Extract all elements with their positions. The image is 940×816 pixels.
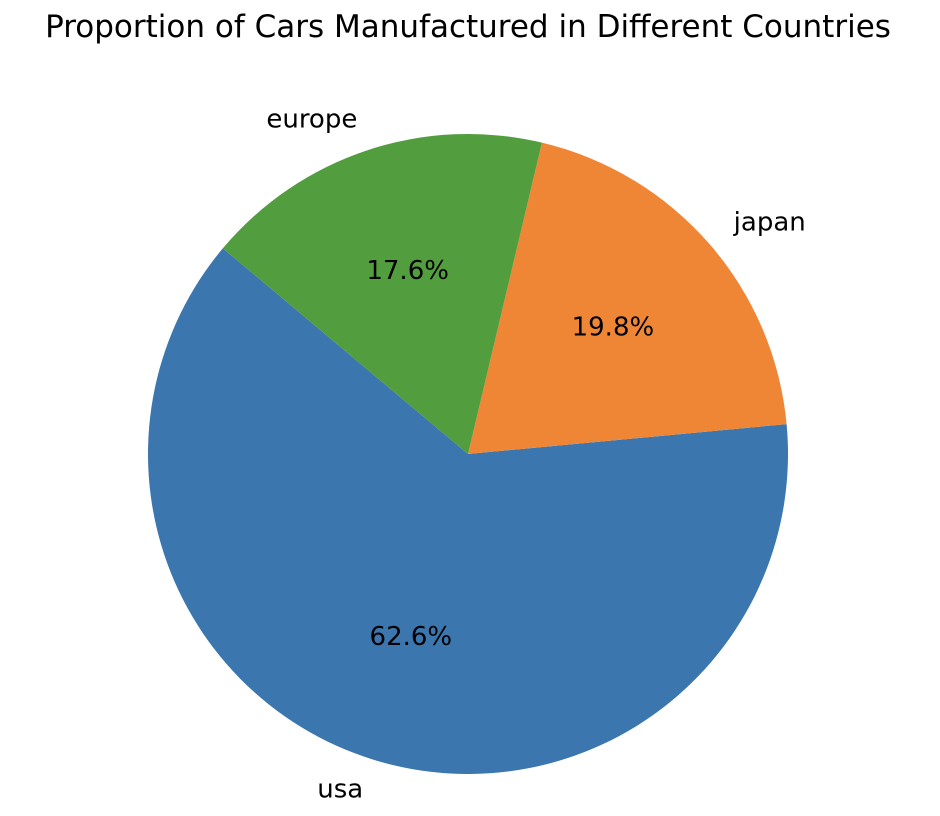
pct-label-europe: 17.6% bbox=[366, 256, 449, 286]
slice-label-japan: japan bbox=[733, 208, 806, 238]
pct-label-japan: 19.8% bbox=[572, 313, 655, 343]
pct-label-usa: 62.6% bbox=[370, 622, 453, 652]
slice-label-europe: europe bbox=[266, 104, 357, 134]
pie-labels: usa 62.6% japan 19.8% europe 17.6% bbox=[266, 104, 805, 804]
pie-slices bbox=[148, 133, 788, 774]
chart-title: Proportion of Cars Manufactured in Diffe… bbox=[45, 9, 891, 45]
pie-slice-japan bbox=[468, 142, 787, 454]
pie-slice-usa bbox=[148, 248, 788, 774]
pie-slice-europe bbox=[222, 133, 542, 454]
slice-label-usa: usa bbox=[317, 775, 363, 805]
